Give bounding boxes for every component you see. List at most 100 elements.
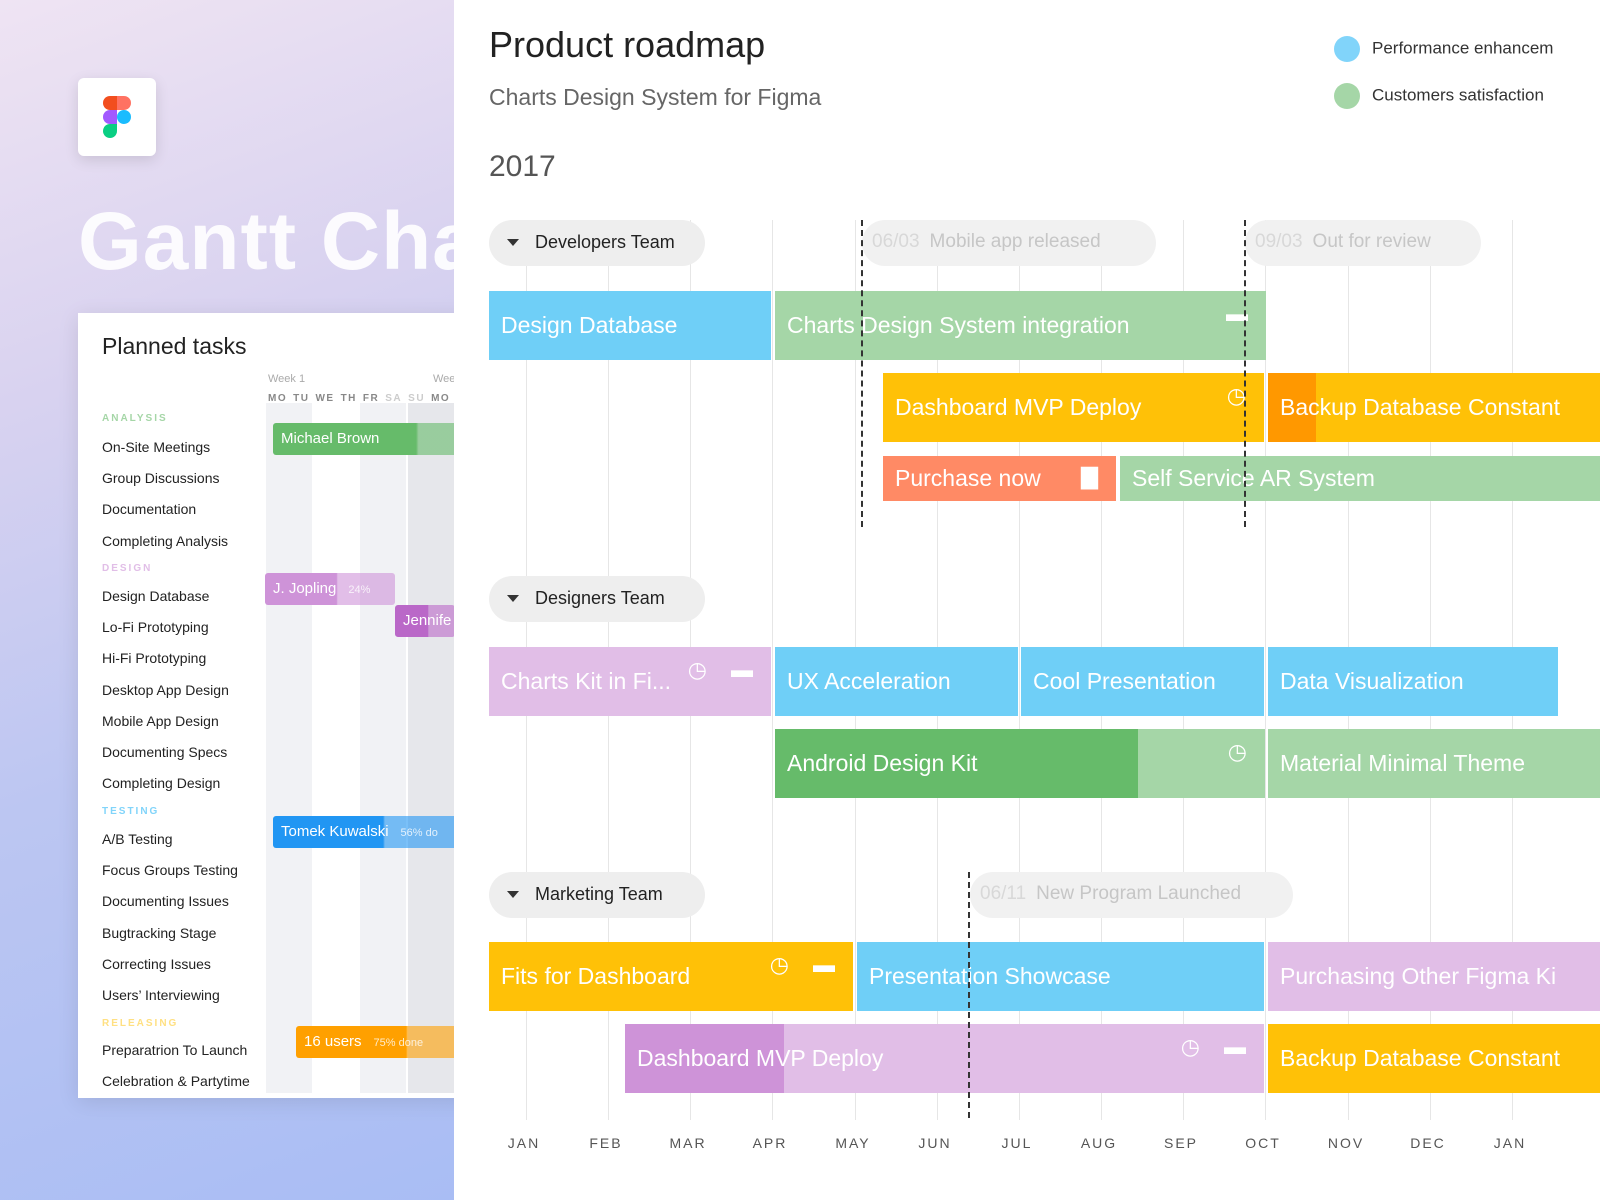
comment-icon[interactable]: ▬ xyxy=(731,657,753,682)
team-toggle[interactable]: Marketing Team xyxy=(489,872,705,918)
comment-icon[interactable]: ▬ xyxy=(813,952,835,977)
task-bar[interactable]: Cool Presentation xyxy=(1021,647,1264,716)
page-subtitle: Charts Design System for Figma xyxy=(489,84,822,110)
month-label: JUN xyxy=(918,1135,952,1151)
legend-item: Performance enhancem xyxy=(1334,36,1553,62)
task-bar[interactable]: Charts Design System integration ▬ xyxy=(775,291,1266,360)
task-name[interactable]: Correcting Issues xyxy=(102,956,211,972)
assignee-bar[interactable]: Michael Brown xyxy=(273,423,454,455)
assignee-bar[interactable]: J. Jopling 24% xyxy=(265,573,395,605)
progress-text: 24% xyxy=(348,584,371,596)
task-bar[interactable]: Android Design Kit ◷ xyxy=(775,729,1265,798)
team-toggle[interactable]: Designers Team xyxy=(489,576,705,622)
task-label: Dashboard MVP Deploy xyxy=(637,1045,884,1071)
progress-text: 56% do xyxy=(400,827,438,839)
page-title: Product roadmap xyxy=(489,24,766,65)
assignee-bar[interactable]: 16 users 75% done xyxy=(296,1026,454,1058)
comment-icon[interactable]: ▬ xyxy=(1224,1034,1246,1059)
month-label: FEB xyxy=(589,1135,623,1151)
task-bar[interactable]: Charts Kit in Fi... ◷ ▬ xyxy=(489,647,771,716)
milestone[interactable]: 09/03 Out for review xyxy=(1245,220,1481,266)
task-bar[interactable]: Purchase now ▇ xyxy=(883,456,1116,501)
day-header: TU xyxy=(293,393,310,404)
comment-icon[interactable]: ▬ xyxy=(1226,301,1248,326)
caret-down-icon xyxy=(507,239,519,246)
month-label: MAY xyxy=(835,1135,871,1151)
task-bar[interactable]: Backup Database Constant xyxy=(1268,373,1600,442)
roadmap-panel: Product roadmap Charts Design System for… xyxy=(454,0,1600,1200)
task-name[interactable]: On-Site Meetings xyxy=(102,439,211,455)
clock-icon[interactable]: ◷ xyxy=(1180,1034,1200,1059)
task-bar[interactable]: UX Acceleration xyxy=(775,647,1018,716)
legend-swatch xyxy=(1334,36,1360,62)
month-label: DEC xyxy=(1410,1135,1446,1151)
month-label: APR xyxy=(752,1135,788,1151)
task-bar[interactable]: Backup Database Constant xyxy=(1268,1024,1600,1093)
milestone-date: 06/11 xyxy=(980,883,1027,904)
task-name[interactable]: Documenting Specs xyxy=(102,744,228,760)
day-header: MO xyxy=(268,393,288,404)
milestone[interactable]: 06/03 Mobile app released xyxy=(862,220,1156,266)
task-name[interactable]: A/B Testing xyxy=(102,831,173,847)
assignee-bar[interactable]: Tomek Kuwalski 56% do xyxy=(273,816,454,848)
month-label: JUL xyxy=(1001,1135,1033,1151)
task-name[interactable]: Mobile App Design xyxy=(102,713,219,729)
task-bar[interactable]: Dashboard MVP Deploy ◷ ▬ xyxy=(625,1024,1264,1093)
clock-icon[interactable]: ◷ xyxy=(769,952,789,977)
task-label: UX Acceleration xyxy=(787,668,951,694)
planned-tasks-card: Planned tasks Week 1 Wee MO TU WE TH FR SA SU M… xyxy=(78,313,454,1098)
section-label: DESIGN xyxy=(102,563,153,574)
day-header: SU xyxy=(408,393,426,404)
milestone[interactable]: 06/11 New Program Launched xyxy=(970,872,1293,918)
milestone-date: 09/03 xyxy=(1255,231,1303,252)
task-name[interactable]: Bugtracking Stage xyxy=(102,925,217,941)
task-bar[interactable]: Presentation Showcase xyxy=(857,942,1264,1011)
assignee-name: Jennife xyxy=(403,612,452,629)
assignee-bar[interactable]: Jennife xyxy=(395,605,454,637)
task-name[interactable]: Desktop App Design xyxy=(102,682,229,698)
clock-icon[interactable]: ◷ xyxy=(687,657,707,682)
task-name[interactable]: Hi-Fi Prototyping xyxy=(102,650,207,666)
task-label: Design Database xyxy=(501,312,678,338)
day-header: SA xyxy=(385,393,403,404)
task-name[interactable]: Celebration & Partytime xyxy=(102,1073,250,1089)
hero-title: Gantt Cha xyxy=(78,196,454,287)
month-label: JAN xyxy=(1493,1135,1527,1151)
trash-icon[interactable]: ▇ xyxy=(1081,464,1098,489)
task-label: Purchase now xyxy=(895,465,1041,491)
task-name[interactable]: Lo-Fi Prototyping xyxy=(102,619,209,635)
task-label: Self Service AR System xyxy=(1132,465,1375,491)
milestone-line xyxy=(968,872,970,1118)
task-name[interactable]: Documentation xyxy=(102,501,197,517)
task-bar[interactable]: Purchasing Other Figma Ki xyxy=(1268,942,1600,1011)
task-label: Charts Kit in Fi... xyxy=(501,668,671,694)
task-name[interactable]: Documenting Issues xyxy=(102,893,229,909)
milestone-label: Out for review xyxy=(1312,231,1431,252)
task-bar[interactable]: Data Visualization xyxy=(1268,647,1558,716)
day-header: WE xyxy=(315,393,335,404)
task-bar[interactable]: Fits for Dashboard ◷ ▬ xyxy=(489,942,853,1011)
section-label: TESTING xyxy=(102,806,160,817)
progress-text: 75% done xyxy=(373,1037,424,1049)
task-label: Backup Database Constant xyxy=(1280,1045,1561,1071)
team-name: Designers Team xyxy=(535,588,665,608)
task-name[interactable]: Completing Analysis xyxy=(102,533,229,549)
day-header: FR xyxy=(362,393,380,404)
task-name[interactable]: Design Database xyxy=(102,588,210,604)
team-toggle[interactable]: Developers Team xyxy=(489,220,705,266)
task-bar[interactable]: Material Minimal Theme xyxy=(1268,729,1600,798)
task-name[interactable]: Group Discussions xyxy=(102,470,220,486)
task-name[interactable]: Preparatrion To Launch xyxy=(102,1042,248,1058)
task-bar[interactable]: Self Service AR System xyxy=(1120,456,1600,501)
task-bar[interactable]: Design Database xyxy=(489,291,771,360)
day-header: MO xyxy=(431,393,451,404)
task-name[interactable]: Users’ Interviewing xyxy=(102,987,220,1003)
month-label: MAR xyxy=(669,1135,707,1151)
task-name[interactable]: Focus Groups Testing xyxy=(102,862,238,878)
clock-icon[interactable]: ◷ xyxy=(1227,739,1247,764)
clock-icon[interactable]: ◷ xyxy=(1226,383,1246,408)
task-name[interactable]: Completing Design xyxy=(102,775,221,791)
task-bar[interactable]: Dashboard MVP Deploy ◷ xyxy=(883,373,1264,442)
month-label: NOV xyxy=(1327,1135,1365,1151)
week-label: Week 1 xyxy=(268,373,306,385)
